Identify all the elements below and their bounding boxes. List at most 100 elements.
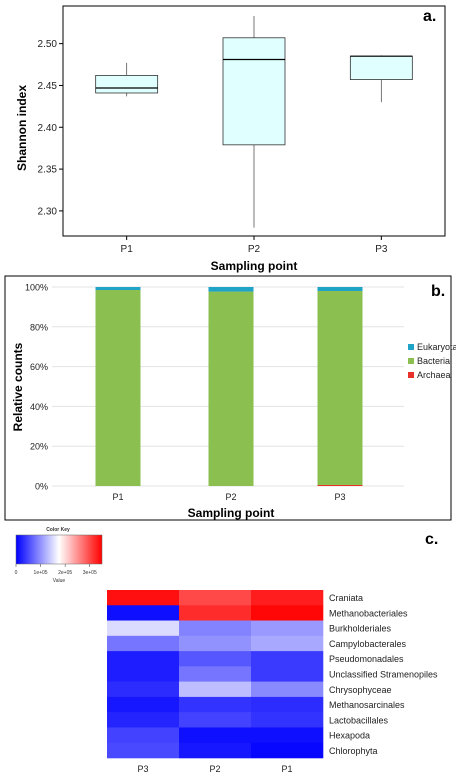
- panel-a-x-axis: P1 P2 P3: [121, 236, 388, 255]
- heatmap-cell: [251, 635, 324, 652]
- color-key-tick-label: 3e+05: [83, 570, 97, 576]
- x-tick-label: P2: [248, 244, 261, 255]
- heatmap-cell: [179, 696, 252, 713]
- y-tick-label: 2.40: [38, 123, 58, 134]
- heatmap-cell: [251, 590, 324, 606]
- box-P2: [222, 37, 286, 146]
- panel-a-boxes: [95, 16, 413, 228]
- panel-b: b. 0% 20% 40% 60% 80% 100% P1 P2 P3 Eukaryota Ba…: [4, 275, 456, 521]
- x-tick-label: P2: [225, 492, 236, 502]
- bar-eukaryota-P1: [95, 287, 141, 290]
- heatmap-cell: [179, 620, 252, 637]
- row-label: Lactobacillales: [329, 715, 389, 725]
- legend-swatch-eukaryota: [408, 344, 414, 350]
- row-label: Craniata: [329, 593, 363, 603]
- panel-a-label: a.: [423, 8, 436, 25]
- heatmap-cells: [107, 590, 324, 759]
- bar-bacteria-P3: [317, 290, 363, 486]
- heatmap-cell: [251, 605, 324, 621]
- color-key-title: Color Key: [46, 527, 70, 533]
- heatmap-column-labels: P3 P2 P1: [137, 764, 292, 774]
- panel-b-legend: Eukaryota Bacteria Archaea: [408, 342, 456, 380]
- row-label: Burkholderiales: [329, 624, 392, 634]
- heatmap-cell: [179, 635, 252, 652]
- heatmap-cell: [107, 696, 180, 713]
- heatmap-cell: [251, 666, 324, 682]
- color-key-value-label: Value: [53, 578, 66, 584]
- heatmap-cell: [179, 605, 252, 621]
- row-label: Pseudomonadales: [329, 654, 404, 664]
- heatmap-cell: [107, 651, 180, 667]
- panel-b-x-axis-title: Sampling point: [188, 506, 275, 520]
- column-label: P3: [137, 764, 148, 774]
- y-tick-label: 2.50: [38, 39, 58, 50]
- legend-label-eukaryota: Eukaryota: [417, 342, 456, 352]
- row-label: Unclassified Stramenopiles: [329, 670, 438, 680]
- heatmap-cell: [179, 590, 252, 606]
- heatmap-cell: [251, 742, 324, 759]
- heatmap-cell: [179, 742, 252, 759]
- bar-eukaryota-P2: [208, 287, 254, 292]
- row-label: Chlorophyta: [329, 746, 378, 756]
- heatmap-cell: [251, 620, 324, 637]
- heatmap-cell: [107, 620, 180, 637]
- heatmap-cell: [107, 590, 180, 606]
- row-label: Methanosarcinales: [329, 700, 405, 710]
- panel-c: c. Color Key 0 1e+05 2e+05 3e+05 Value Cran…: [15, 527, 439, 774]
- y-tick-label: 60%: [30, 362, 48, 372]
- row-label: Campylobacterales: [329, 639, 407, 649]
- y-tick-label: 2.45: [38, 81, 58, 92]
- legend-label-bacteria: Bacteria: [417, 356, 450, 366]
- x-tick-label: P3: [375, 244, 388, 255]
- heatmap-cell: [107, 605, 180, 621]
- y-tick-label: 80%: [30, 322, 48, 332]
- bar-bacteria-P2: [208, 291, 254, 486]
- panel-b-y-axis: 0% 20% 40% 60% 80% 100%: [25, 283, 48, 492]
- legend-label-archaea: Archaea: [417, 370, 451, 380]
- row-label: Methanobacteriales: [329, 608, 408, 618]
- legend-swatch-archaea: [408, 372, 414, 378]
- y-tick-label: 20%: [30, 442, 48, 452]
- bar-archaea-P3: [317, 485, 363, 486]
- heatmap-cell: [179, 651, 252, 667]
- x-tick-label: P1: [121, 244, 134, 255]
- y-tick-label: 2.30: [38, 206, 58, 217]
- x-tick-label: P1: [112, 492, 123, 502]
- legend-swatch-bacteria: [408, 358, 414, 364]
- box-P1: [95, 75, 159, 94]
- bar-eukaryota-P3: [317, 287, 363, 291]
- heatmap-cell: [251, 696, 324, 713]
- panel-b-bars: [95, 287, 363, 486]
- heatmap-cell: [251, 681, 324, 698]
- heatmap-cell: [251, 727, 324, 744]
- row-label: Hexapoda: [329, 731, 370, 741]
- panel-b-x-axis: P1 P2 P3: [112, 492, 345, 502]
- y-tick-label: 0%: [35, 482, 48, 492]
- panel-a-y-axis: 2.30 2.35 2.40 2.45 2.50: [38, 39, 63, 217]
- heatmap-cell: [179, 712, 252, 728]
- panel-b-label: b.: [431, 283, 445, 300]
- heatmap-cell: [107, 742, 180, 759]
- heatmap-cell: [179, 727, 252, 744]
- heatmap-cell: [107, 727, 180, 744]
- box-P3: [349, 55, 413, 81]
- y-tick-label: 100%: [25, 283, 48, 293]
- y-tick-label: 2.35: [38, 165, 58, 176]
- color-key-tick-label: 1e+05: [34, 570, 48, 576]
- column-label: P2: [209, 764, 220, 774]
- panel-b-y-axis-title: Relative counts: [11, 342, 25, 431]
- heatmap-cell: [251, 651, 324, 667]
- row-label: Chrysophyceae: [329, 685, 392, 695]
- panel-a-y-axis-title: Shannon index: [15, 85, 29, 171]
- color-key-ticks: 0 1e+05 2e+05 3e+05: [15, 564, 97, 576]
- heatmap-row-labels: Craniata Methanobacteriales Burkholderiale…: [329, 593, 438, 756]
- color-key: Color Key 0 1e+05 2e+05 3e+05 Value: [15, 527, 103, 584]
- heatmap-cell: [107, 712, 180, 728]
- color-key-tick-label: 0: [15, 570, 18, 576]
- color-key-tick-label: 2e+05: [58, 570, 72, 576]
- color-key-gradient: [15, 534, 103, 565]
- panel-a-x-axis-title: Sampling point: [211, 259, 298, 273]
- heatmap-cell: [179, 681, 252, 698]
- panel-c-label: c.: [425, 531, 438, 548]
